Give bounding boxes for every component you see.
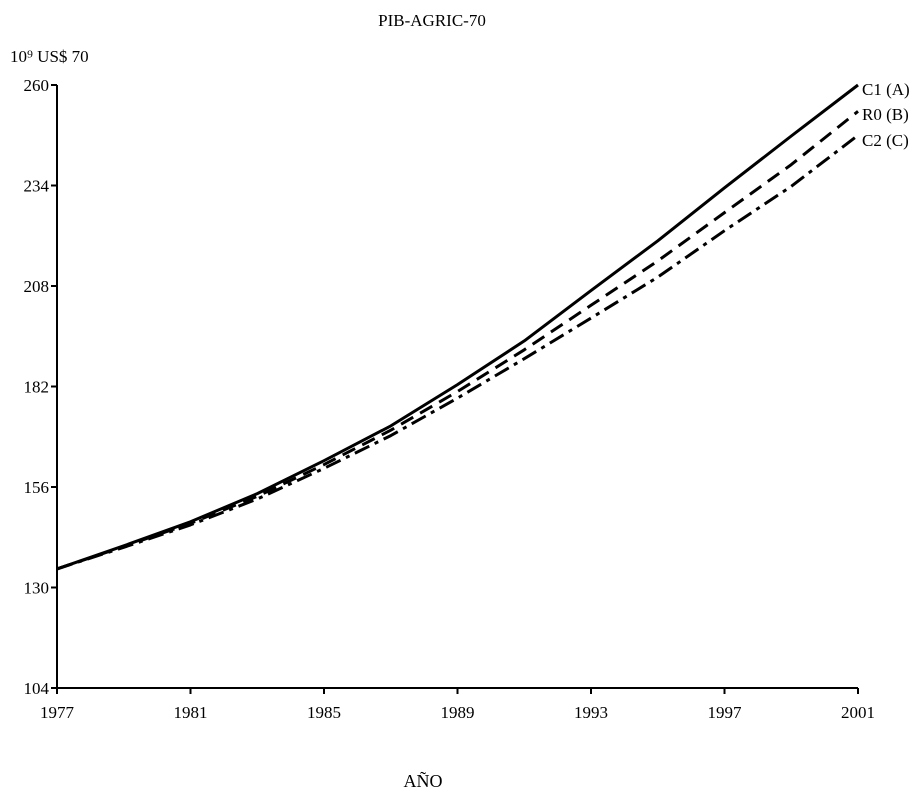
legend-label-1: C1 (A) — [862, 80, 910, 99]
y-axis-unit: 10⁹ US$ 70 — [10, 47, 89, 66]
x-tick-label: 1993 — [574, 703, 608, 722]
y-tick-label: 104 — [24, 679, 50, 698]
y-tick-label: 130 — [24, 579, 50, 598]
chart-title: PIB-AGRIC-70 — [378, 11, 486, 30]
x-tick-label: 1997 — [708, 703, 743, 722]
y-tick-label: 182 — [24, 378, 50, 397]
y-tick-label: 234 — [24, 177, 50, 196]
legend-label-3: C2 (C) — [862, 131, 909, 150]
y-tick-label: 208 — [24, 277, 50, 296]
x-tick-label: 1977 — [40, 703, 75, 722]
y-tick-label: 260 — [24, 76, 50, 95]
series-line-2 — [56, 110, 859, 571]
series-group — [56, 83, 859, 571]
x-tick-label: 1989 — [441, 703, 475, 722]
x-axis-label: AÑO — [404, 770, 443, 791]
x-tick-label: 1985 — [307, 703, 341, 722]
y-tick-label: 156 — [24, 478, 50, 497]
series-line-1 — [56, 83, 859, 571]
x-tick-label: 1981 — [174, 703, 208, 722]
axes: 104 130 156 182 208 234 260 1977 1981 1985 1989 199… — [24, 76, 876, 722]
legend-label-2: R0 (B) — [862, 105, 909, 124]
legend-group: C1 (A) R0 (B) C2 (C) — [862, 80, 910, 150]
x-tick-label: 2001 — [841, 703, 875, 722]
series-line-3 — [56, 134, 859, 571]
